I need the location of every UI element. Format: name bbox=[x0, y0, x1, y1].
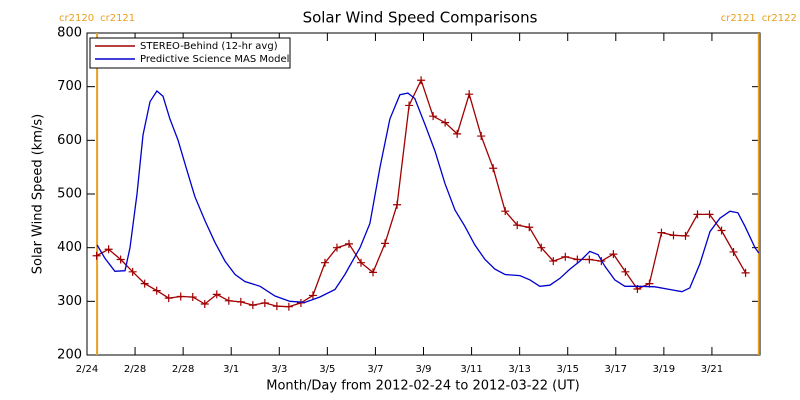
data-marker bbox=[429, 112, 438, 121]
data-marker bbox=[465, 90, 474, 99]
data-marker bbox=[188, 293, 197, 302]
legend-label: STEREO-Behind (12-hr avg) bbox=[140, 41, 278, 52]
data-marker bbox=[128, 267, 137, 276]
y-tick-label: 200 bbox=[57, 348, 82, 363]
x-tick-label: 2/24 bbox=[76, 364, 98, 375]
data-marker bbox=[585, 255, 594, 264]
data-marker bbox=[236, 297, 245, 306]
data-marker bbox=[284, 302, 293, 311]
plot-frame bbox=[86, 32, 761, 356]
data-marker bbox=[441, 118, 450, 127]
chart-title: Solar Wind Speed Comparisons bbox=[303, 9, 538, 27]
data-marker bbox=[200, 300, 209, 309]
carrington-label: cr2120 bbox=[59, 13, 94, 24]
data-marker bbox=[573, 255, 582, 264]
legend-box bbox=[89, 37, 291, 69]
x-tick-label: 3/5 bbox=[319, 364, 335, 375]
y-tick-label: 700 bbox=[57, 79, 82, 94]
data-marker bbox=[152, 286, 161, 295]
carrington-label: cr2121 bbox=[721, 13, 756, 24]
data-marker bbox=[705, 210, 714, 219]
data-marker bbox=[417, 76, 426, 85]
data-marker bbox=[501, 207, 510, 216]
data-marker bbox=[248, 301, 257, 310]
x-tick-label: 3/11 bbox=[460, 364, 482, 375]
data-marker bbox=[729, 247, 738, 256]
data-marker bbox=[621, 267, 630, 276]
x-tick-label: 3/15 bbox=[556, 364, 578, 375]
data-marker bbox=[741, 268, 750, 277]
series-line bbox=[96, 90, 760, 304]
data-marker bbox=[104, 245, 113, 254]
x-tick-label: 3/13 bbox=[508, 364, 530, 375]
y-axis-label: Solar Wind Speed (km/s) bbox=[31, 114, 46, 274]
data-marker bbox=[320, 258, 329, 267]
x-tick-label: 3/7 bbox=[367, 364, 383, 375]
x-tick-label: 3/21 bbox=[701, 364, 723, 375]
y-tick-label: 600 bbox=[57, 133, 82, 148]
data-marker bbox=[176, 292, 185, 301]
data-marker bbox=[609, 250, 618, 259]
data-marker bbox=[164, 294, 173, 303]
data-marker bbox=[260, 298, 269, 307]
y-tick-label: 300 bbox=[57, 294, 82, 309]
data-marker bbox=[357, 258, 366, 267]
data-marker bbox=[308, 291, 317, 300]
x-axis-label: Month/Day from 2012-02-24 to 2012-03-22 … bbox=[266, 379, 579, 394]
data-marker bbox=[717, 226, 726, 235]
data-marker bbox=[405, 101, 414, 110]
data-marker bbox=[513, 221, 522, 230]
data-marker bbox=[657, 228, 666, 237]
data-marker bbox=[92, 251, 101, 260]
data-marker bbox=[693, 210, 702, 219]
x-tick-label: 3/17 bbox=[605, 364, 627, 375]
x-tick-label: 3/3 bbox=[271, 364, 287, 375]
y-tick-label: 500 bbox=[57, 187, 82, 202]
data-marker bbox=[272, 302, 281, 311]
data-marker bbox=[681, 231, 690, 240]
data-marker bbox=[381, 239, 390, 248]
data-marker bbox=[669, 231, 678, 240]
data-marker bbox=[224, 296, 233, 305]
data-marker bbox=[561, 252, 570, 261]
data-marker bbox=[116, 255, 125, 264]
x-tick-label: 3/1 bbox=[223, 364, 239, 375]
data-marker bbox=[344, 239, 353, 248]
data-marker bbox=[477, 132, 486, 141]
carrington-label: cr2121 bbox=[100, 13, 135, 24]
data-marker bbox=[453, 129, 462, 138]
y-tick-label: 400 bbox=[57, 240, 82, 255]
x-tick-label: 3/19 bbox=[653, 364, 675, 375]
data-marker bbox=[549, 257, 558, 266]
data-marker bbox=[525, 223, 534, 232]
carrington-label: cr2122 bbox=[762, 13, 797, 24]
x-tick-label: 2/28 bbox=[172, 364, 194, 375]
data-marker bbox=[332, 243, 341, 252]
x-tick-label: 2/28 bbox=[124, 364, 146, 375]
y-tick-label: 800 bbox=[57, 26, 82, 41]
data-marker bbox=[489, 164, 498, 173]
data-marker bbox=[393, 200, 402, 209]
data-marker bbox=[537, 243, 546, 252]
data-marker bbox=[140, 279, 149, 288]
x-tick-label: 3/9 bbox=[415, 364, 431, 375]
data-marker bbox=[212, 290, 221, 299]
data-marker bbox=[369, 268, 378, 277]
legend-label: Predictive Science MAS Model bbox=[140, 54, 289, 65]
